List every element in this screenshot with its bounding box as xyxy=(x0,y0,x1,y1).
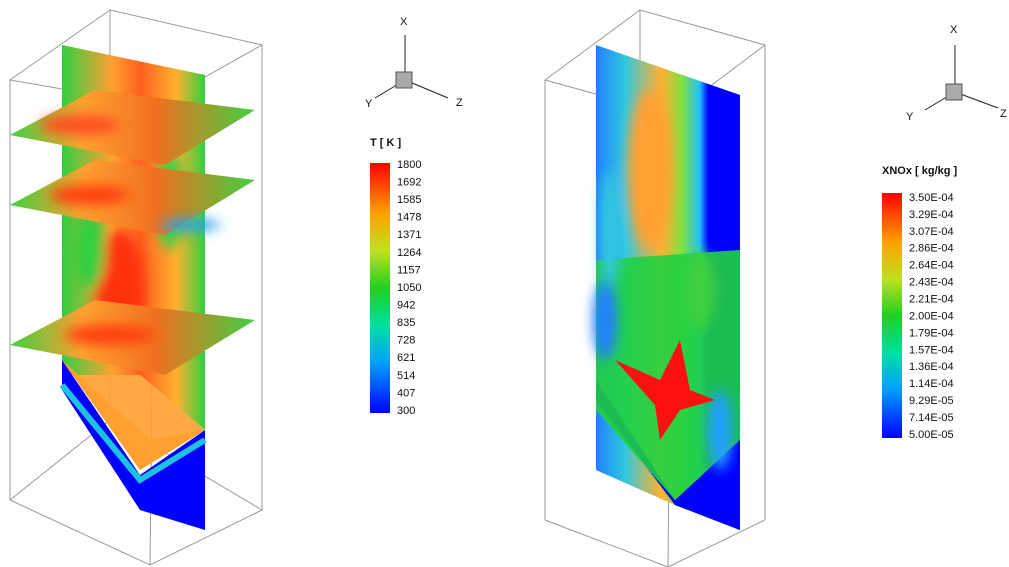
colorbar-label: 3.07E-04 xyxy=(909,226,954,238)
colorbar-label: 1692 xyxy=(397,176,421,188)
colorbar-label: 1.14E-04 xyxy=(909,378,954,390)
colorbar-label: 728 xyxy=(397,335,415,347)
colorbar-label: 835 xyxy=(397,317,415,329)
colorbar xyxy=(370,163,390,413)
figure: X Y Z T [ K ] X Y Z XNOx [ kg/kg ] xyxy=(0,0,1009,567)
axis-label: X xyxy=(400,16,408,28)
axis-label: Y xyxy=(365,98,373,110)
axis-triad: X Y Z xyxy=(906,24,1007,123)
colorbar-label: 300 xyxy=(397,405,415,417)
colorbar-label: 1478 xyxy=(397,212,421,224)
colorbar-label: 2.21E-04 xyxy=(909,293,954,305)
colorbar-label: 3.29E-04 xyxy=(909,209,954,221)
legend-title: XNOx [ kg/kg ] xyxy=(882,165,958,177)
axis-label: X xyxy=(950,24,958,36)
colorbar-label: 1.79E-04 xyxy=(909,327,954,339)
axis-triad: X Y Z xyxy=(365,16,463,110)
colorbar-label: 2.00E-04 xyxy=(909,310,954,322)
colorbar-label: 621 xyxy=(397,352,415,364)
colorbar-label: 2.86E-04 xyxy=(909,243,954,255)
colorbar-label: 1585 xyxy=(397,194,421,206)
colorbar-label: 3.50E-04 xyxy=(909,192,954,204)
colorbar-label: 2.43E-04 xyxy=(909,277,954,289)
nox-contour xyxy=(545,10,765,567)
axis-label: Z xyxy=(456,97,463,109)
temperature-contour xyxy=(10,10,262,565)
colorbar-label: 2.64E-04 xyxy=(909,260,954,272)
axis-label: Z xyxy=(1000,108,1007,120)
colorbar-label: 5.00E-05 xyxy=(909,429,954,441)
axis-label: Y xyxy=(906,111,914,123)
colorbar-label: 942 xyxy=(397,299,415,311)
colorbar xyxy=(882,193,902,438)
colorbar-label: 1050 xyxy=(397,282,421,294)
colorbar-label: 1.57E-04 xyxy=(909,344,954,356)
colorbar-label: 9.29E-05 xyxy=(909,395,954,407)
colorbar-label: 514 xyxy=(397,370,415,382)
colorbar-label: 1371 xyxy=(397,229,421,241)
legend-title: T [ K ] xyxy=(370,137,401,149)
colorbar-label: 1.36E-04 xyxy=(909,361,954,373)
colorbar-label: 1800 xyxy=(397,159,421,171)
colorbar-label: 1264 xyxy=(397,247,421,259)
colorbar-label: 407 xyxy=(397,387,415,399)
colorbar-label: 1157 xyxy=(397,264,421,276)
colorbar-label: 7.14E-05 xyxy=(909,412,954,424)
